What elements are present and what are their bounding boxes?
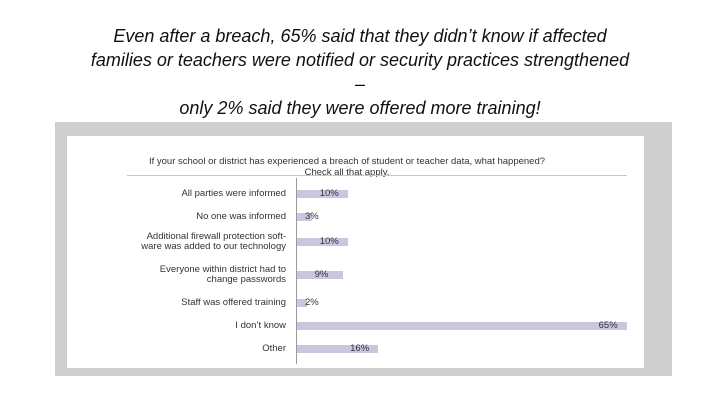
category-label: I don’t know	[111, 321, 286, 331]
value-label: 3%	[305, 211, 319, 222]
value-label: 10%	[319, 236, 339, 247]
value-label: 9%	[314, 269, 329, 280]
value-label: 2%	[305, 297, 319, 308]
category-label: All parties were informed	[111, 189, 286, 199]
category-label-line: No one was informed	[196, 211, 286, 222]
bar	[297, 213, 313, 221]
bar	[297, 238, 348, 246]
value-label: 10%	[319, 188, 339, 199]
chart-question: If your school or district has experienc…	[67, 156, 627, 178]
chart-image-frame: If your school or district has experienc…	[55, 122, 672, 376]
bar	[297, 322, 627, 330]
category-label: Staff was offered training	[111, 298, 286, 308]
category-label-line: Everyone within district had to	[159, 264, 286, 275]
bar	[297, 190, 348, 198]
slide-title-line-1: Even after a breach, 65% said that they …	[113, 26, 607, 46]
category-label-line: Other	[262, 343, 286, 354]
category-label: No one was informed	[111, 212, 286, 222]
chart-subtitle: Check all that apply.	[304, 167, 390, 178]
category-label-line: All parties were informed	[181, 188, 286, 199]
bar	[297, 345, 379, 353]
value-label: 16%	[350, 343, 370, 354]
chart-divider	[127, 175, 627, 176]
slide-title-line-4: only 2% said they were offered more trai…	[179, 98, 541, 118]
category-label-line: change passwords	[206, 274, 286, 285]
chart-panel: If your school or district has experienc…	[67, 136, 644, 368]
slide-title-line-2: families or teachers were notified or se…	[90, 50, 630, 70]
bar	[297, 299, 308, 307]
slide-title: Even after a breach, 65% said that they …	[20, 24, 700, 120]
category-label-line: I don’t know	[235, 320, 286, 331]
category-label: Other	[111, 344, 286, 354]
bar	[297, 271, 343, 279]
category-label: Everyone within district had to change pa…	[111, 265, 286, 285]
chart-axis-line	[296, 178, 297, 364]
value-label: 65%	[598, 320, 618, 331]
chart-title: If your school or district has experienc…	[148, 156, 546, 167]
category-label-line: Staff was offered training	[181, 297, 286, 308]
category-label: Additional firewall protection soft-ware…	[111, 232, 286, 252]
category-label-line: ware was added to our technology	[141, 241, 286, 252]
slide-title-line-3: –	[354, 74, 365, 94]
category-label-line: Additional firewall protection soft-	[146, 231, 286, 242]
